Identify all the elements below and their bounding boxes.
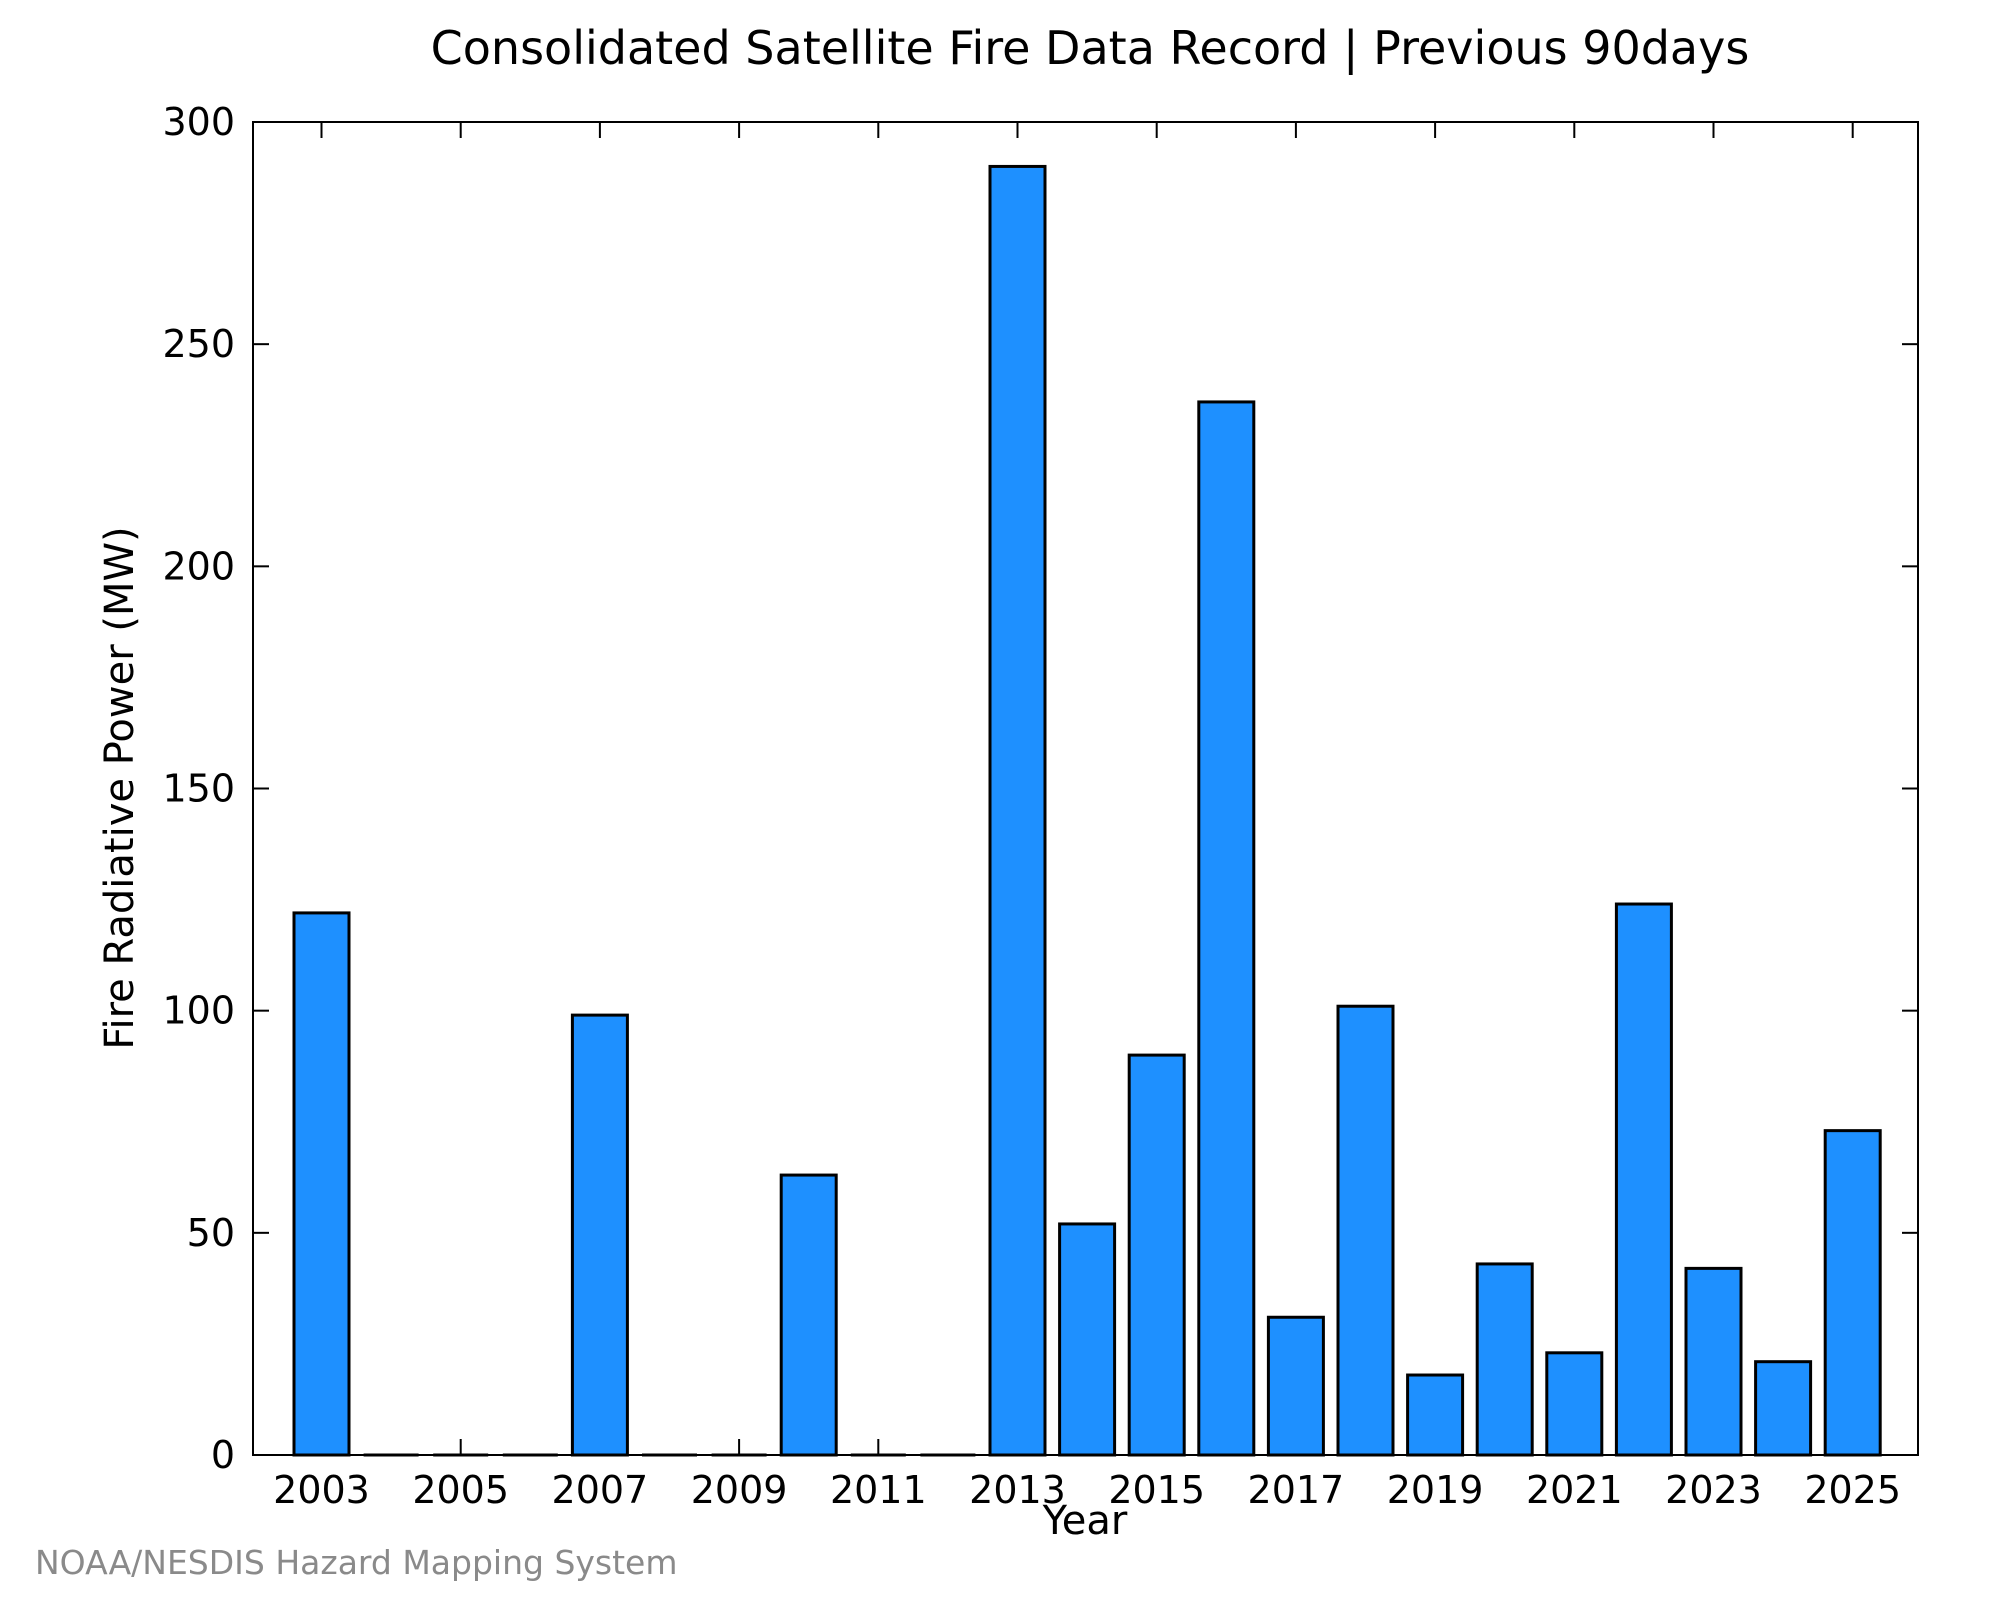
bar-2021 xyxy=(1545,1351,1604,1457)
y-axis-label: Fire Radiative Power (MW) xyxy=(97,526,143,1049)
bar-2014 xyxy=(1058,1222,1117,1457)
bar-2023 xyxy=(1684,1266,1743,1457)
plot-frame xyxy=(252,121,1919,1456)
x-tick-label: 2005 xyxy=(412,1468,509,1512)
plot-area: 0 50 100 150 200 250 300 2003 2005 2007 2009 2011 20… xyxy=(162,100,1918,1512)
y-tick-label: 200 xyxy=(162,544,235,588)
x-axis-label: Year xyxy=(1042,1498,1128,1544)
bar-2022 xyxy=(1614,902,1673,1457)
bar-2015 xyxy=(1127,1053,1186,1457)
x-tick-label: 2019 xyxy=(1387,1468,1484,1512)
x-tick-label: 2009 xyxy=(691,1468,788,1512)
x-tick-label: 2011 xyxy=(830,1468,927,1512)
bar-2003 xyxy=(292,911,351,1457)
x-tick-label: 2021 xyxy=(1526,1468,1623,1512)
x-tick-label: 2025 xyxy=(1804,1468,1901,1512)
credit-text: NOAA/NESDIS Hazard Mapping System xyxy=(35,1543,678,1582)
y-tick-label: 100 xyxy=(162,989,235,1033)
x-tick-label: 2003 xyxy=(273,1468,370,1512)
x-tick-label: 2007 xyxy=(552,1468,649,1512)
x-tick-label: 2015 xyxy=(1108,1468,1205,1512)
bar-2013 xyxy=(988,164,1047,1457)
bar-2018 xyxy=(1336,1004,1395,1457)
bar-2024 xyxy=(1754,1360,1813,1457)
y-tick-label: 0 xyxy=(211,1433,235,1477)
bar-2019 xyxy=(1406,1373,1465,1457)
bar-2020 xyxy=(1475,1262,1534,1457)
y-tick-label: 150 xyxy=(162,767,235,811)
y-tick-label: 250 xyxy=(162,322,235,366)
chart-title: Consolidated Satellite Fire Data Record … xyxy=(431,21,1750,76)
y-tick-label: 50 xyxy=(187,1211,235,1255)
bar-2017 xyxy=(1266,1315,1325,1457)
bar-2016 xyxy=(1197,400,1256,1457)
bar-2025 xyxy=(1823,1129,1882,1457)
x-tick-label: 2017 xyxy=(1248,1468,1345,1512)
bar-2007 xyxy=(570,1013,629,1457)
x-tick-label: 2013 xyxy=(969,1468,1066,1512)
x-tick-label: 2023 xyxy=(1665,1468,1762,1512)
y-tick-label: 300 xyxy=(162,100,235,144)
bar-2010 xyxy=(779,1173,838,1457)
